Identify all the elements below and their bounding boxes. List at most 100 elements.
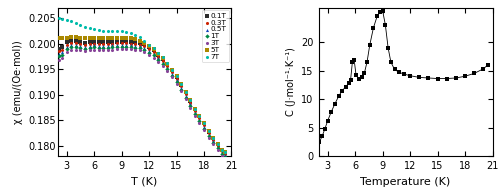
Point: [373, 15, 381, 18]
5T: [164, 62, 172, 65]
0.1T: [168, 69, 176, 72]
3T: [218, 154, 226, 157]
1T: [159, 62, 167, 66]
Point: [344, 81, 352, 85]
1T: [72, 46, 80, 49]
1T: [186, 104, 194, 107]
5T: [140, 42, 148, 45]
0.3T: [113, 42, 121, 45]
Point: [384, 46, 392, 49]
5T: [122, 36, 130, 40]
7T: [164, 61, 172, 65]
3T: [140, 50, 148, 53]
1T: [122, 45, 130, 48]
0.3T: [154, 55, 162, 58]
7T: [214, 142, 222, 146]
Point: [331, 102, 339, 105]
0.3T: [118, 42, 126, 45]
Point: [348, 61, 356, 64]
Point: [470, 72, 478, 75]
0.5T: [177, 87, 185, 90]
1T: [127, 46, 135, 49]
Point: [370, 26, 378, 29]
Point: [324, 119, 332, 122]
5T: [204, 130, 212, 133]
5T: [196, 114, 203, 117]
0.1T: [127, 40, 135, 43]
7T: [67, 20, 75, 23]
1T: [90, 46, 98, 49]
0.3T: [104, 42, 112, 46]
3T: [58, 56, 66, 60]
3T: [127, 48, 135, 51]
Point: [342, 85, 350, 88]
0.3T: [209, 138, 217, 141]
1T: [132, 46, 140, 49]
0.3T: [221, 152, 229, 156]
7T: [94, 28, 102, 31]
3T: [196, 121, 203, 125]
7T: [221, 151, 229, 154]
3T: [172, 82, 180, 86]
3T: [221, 157, 229, 160]
7T: [191, 107, 199, 110]
0.3T: [218, 150, 226, 153]
0.1T: [94, 41, 102, 44]
5T: [191, 107, 199, 110]
0.3T: [58, 48, 66, 51]
5T: [145, 45, 153, 48]
0.3T: [100, 42, 108, 46]
5T: [56, 37, 64, 40]
5T: [118, 36, 126, 40]
7T: [127, 31, 135, 34]
7T: [196, 115, 203, 118]
7T: [90, 27, 98, 30]
7T: [132, 33, 140, 36]
7T: [136, 36, 144, 39]
5T: [72, 36, 80, 39]
0.5T: [132, 44, 140, 47]
Point: [338, 89, 346, 92]
X-axis label: T (K): T (K): [132, 177, 158, 187]
1T: [196, 120, 203, 123]
0.1T: [209, 137, 217, 140]
0.5T: [140, 46, 148, 49]
0.1T: [191, 107, 199, 111]
Point: [484, 63, 492, 66]
Y-axis label: χ (emu/(Oe·mol)): χ (emu/(Oe·mol)): [13, 40, 23, 124]
0.5T: [182, 94, 190, 97]
3T: [204, 136, 212, 139]
Point: [360, 72, 368, 75]
7T: [140, 39, 148, 42]
0.1T: [221, 151, 229, 154]
0.5T: [172, 79, 180, 82]
5T: [172, 75, 180, 78]
3T: [191, 114, 199, 117]
0.1T: [140, 42, 148, 46]
0.3T: [122, 42, 130, 45]
0.1T: [62, 41, 70, 44]
0.1T: [100, 41, 108, 44]
0.3T: [150, 51, 158, 54]
0.5T: [104, 44, 112, 47]
7T: [204, 130, 212, 133]
3T: [159, 65, 167, 68]
0.5T: [113, 44, 121, 47]
0.3T: [159, 59, 167, 62]
0.3T: [186, 101, 194, 105]
0.5T: [94, 44, 102, 47]
5T: [168, 68, 176, 71]
5T: [76, 36, 84, 40]
1T: [81, 47, 89, 50]
5T: [154, 52, 162, 55]
5T: [150, 48, 158, 51]
5T: [136, 39, 144, 42]
1T: [218, 152, 226, 156]
3T: [209, 143, 217, 146]
0.5T: [76, 45, 84, 48]
5T: [214, 142, 222, 146]
1T: [58, 53, 66, 56]
3T: [108, 48, 116, 51]
5T: [81, 37, 89, 40]
1T: [168, 74, 176, 77]
